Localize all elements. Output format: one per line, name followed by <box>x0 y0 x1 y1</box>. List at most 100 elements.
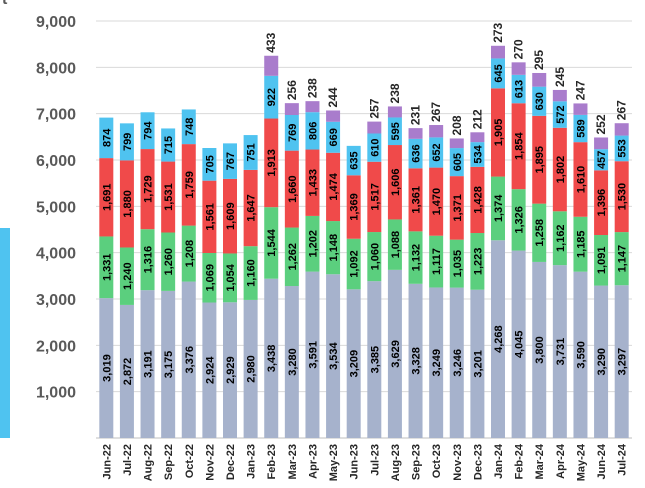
bar-segment <box>223 253 237 303</box>
bar-data-label: 3,438 <box>266 345 278 373</box>
bar-data-label: 610 <box>369 138 381 156</box>
x-tick-label: Jan-24 <box>493 443 505 479</box>
y-tick-label: 6,000 <box>36 153 76 170</box>
bar-data-label: 3,328 <box>411 347 423 375</box>
bar-data-label: 1,606 <box>390 168 402 196</box>
bar-segment <box>408 283 423 438</box>
bar-data-label: 806 <box>307 122 319 140</box>
bar-segment <box>243 135 258 170</box>
x-tick-label: Jul-23 <box>369 444 381 476</box>
x-tick-label: Jul-24 <box>617 443 629 476</box>
x-tick-label: Jun-22 <box>101 444 113 479</box>
bar-data-label: 1,691 <box>101 184 113 212</box>
bar-data-label: 4,268 <box>493 325 505 353</box>
bar-segment <box>470 166 485 234</box>
bar-data-label: 231 <box>409 105 423 125</box>
bar-data-label: 3,629 <box>390 340 402 368</box>
bar-segment <box>99 298 114 438</box>
bar-data-label: 1,428 <box>472 186 484 214</box>
bar-data-label: 2,924 <box>204 356 216 384</box>
bar-segment <box>408 231 423 284</box>
x-tick-label: Nov-23 <box>452 444 464 481</box>
bar-segment <box>532 261 547 438</box>
bar-segment <box>573 216 588 272</box>
bar-data-label: 267 <box>615 100 629 120</box>
bar-data-label: 1,258 <box>534 219 546 247</box>
bar-segment <box>511 103 526 190</box>
bar-segment <box>408 128 423 139</box>
bar-segment <box>594 137 609 150</box>
bar-segment <box>284 150 299 228</box>
bar-segment <box>140 229 155 291</box>
bar-data-label: 1,162 <box>555 224 567 252</box>
bar-data-label: 595 <box>390 122 402 140</box>
bars: 3,019 1,331 1,691 874 2,872 1,240 1,880 799 3,19… <box>99 22 629 438</box>
bar-segment <box>532 203 547 262</box>
bar-data-label: 3,591 <box>307 341 319 369</box>
bar-segment <box>264 207 279 279</box>
bar-data-label: 3,590 <box>575 341 587 369</box>
bar-data-label: 3,534 <box>328 341 340 369</box>
bar-data-label: 1,091 <box>596 247 608 275</box>
bar-data-label: 244 <box>326 87 340 107</box>
bar-segment <box>387 145 402 220</box>
bar-segment <box>552 127 567 212</box>
y-tick-label: 5,000 <box>36 199 76 216</box>
bar-data-label: 645 <box>493 64 505 82</box>
bar-segment <box>511 62 526 75</box>
bar-data-label: 3,201 <box>472 350 484 378</box>
bar-segment <box>284 286 299 438</box>
bar-segment <box>552 211 567 266</box>
bar-data-label: 1,729 <box>143 175 155 203</box>
bar-segment <box>387 219 402 270</box>
bar-segment <box>284 103 299 116</box>
bar-data-label: 1,895 <box>534 146 546 174</box>
bar-segment <box>470 233 485 290</box>
bar-segment <box>264 75 279 119</box>
bar-data-label: 1,544 <box>266 228 278 256</box>
bar-data-label: 635 <box>349 151 361 169</box>
bar-data-label: 1,208 <box>184 240 196 268</box>
bar-data-label: 1,517 <box>369 183 381 211</box>
y-tick-label: 8,000 <box>36 60 76 77</box>
bar-data-label: 3,290 <box>596 348 608 376</box>
bar-segment <box>99 158 114 237</box>
bar-data-label: 553 <box>617 139 629 157</box>
bar-segment <box>140 112 155 150</box>
bar-segment <box>387 269 402 438</box>
bar-data-label: 1,610 <box>575 166 587 194</box>
bar-segment <box>594 149 609 171</box>
bar-segment <box>161 232 176 291</box>
bar-segment <box>243 246 258 300</box>
bar-segment <box>573 114 588 143</box>
bar-segment <box>367 133 382 162</box>
bar-segment <box>491 176 505 241</box>
bar-data-label: 1,371 <box>452 194 464 222</box>
x-tick-label: Oct-23 <box>431 444 443 478</box>
bar-segment <box>223 143 237 179</box>
bar-data-label: 572 <box>555 105 567 123</box>
x-tick-label: Mar-24 <box>534 443 546 479</box>
bar-segment <box>449 148 464 177</box>
bar-data-label: 3,249 <box>431 349 443 377</box>
bar-data-label: 1,185 <box>575 230 587 258</box>
bar-segment <box>181 281 196 438</box>
bar-data-label: 4,045 <box>514 331 526 359</box>
bar-segment <box>140 290 155 438</box>
bar-segment <box>346 289 361 438</box>
bar-data-label: 1,530 <box>617 183 629 211</box>
bar-data-label: 1,331 <box>101 254 113 282</box>
bar-segment <box>119 160 134 248</box>
bar-data-label: 534 <box>472 144 484 163</box>
bar-segment <box>367 232 382 282</box>
bar-segment <box>140 149 155 230</box>
bar-data-label: 652 <box>431 143 443 161</box>
bar-data-label: 2,980 <box>246 355 258 383</box>
left-edge-strip <box>0 228 10 438</box>
x-tick-label: Nov-22 <box>204 444 216 481</box>
bar-segment <box>223 178 237 254</box>
bar-segment <box>305 101 320 113</box>
y-tick-label: 1,000 <box>36 385 76 402</box>
x-tick-label: Sep-22 <box>163 444 175 480</box>
